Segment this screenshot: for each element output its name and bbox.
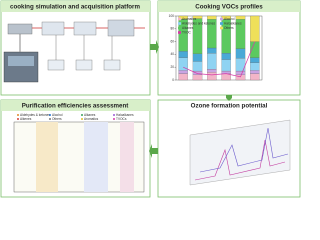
- bar-segment: [192, 15, 203, 19]
- legend-marker: [81, 114, 83, 116]
- legend-swatch: [220, 17, 223, 21]
- header-bar: [1, 1, 150, 12]
- legend-label: TVOC: [182, 30, 192, 34]
- legend-swatch: [220, 26, 223, 30]
- legend-swatch: [178, 26, 181, 30]
- bar-segment: [250, 70, 260, 74]
- bar-segment: [250, 57, 260, 63]
- legend-marker: [113, 114, 115, 116]
- bar-segment: [250, 62, 260, 71]
- flow-arrow: [149, 144, 158, 158]
- legend-label: Aromatics: [182, 17, 197, 21]
- platform-illustration: [3, 19, 145, 83]
- scatter-illustration: [13, 121, 145, 193]
- legend-label: Others: [52, 117, 62, 121]
- legend-swatch: [220, 22, 223, 25]
- bar-segment: [250, 15, 260, 42]
- legend-label: Alcohol: [224, 17, 235, 21]
- header-bar: [1, 100, 150, 111]
- bar-segment: [207, 72, 217, 81]
- bar-segment: [235, 74, 246, 81]
- tvoc-line: [183, 41, 256, 78]
- legend-label: Haloalkanes: [116, 113, 134, 117]
- legend-label: Aromatics: [84, 117, 99, 121]
- bar-segment: [235, 70, 246, 75]
- header-bar: [158, 1, 300, 12]
- y-tick-label: 100: [169, 14, 175, 18]
- legend-marker: [17, 114, 19, 116]
- y-tick-label: 0: [172, 78, 174, 82]
- legend-marker: [17, 118, 19, 120]
- legend-label: Alkanes: [182, 26, 194, 30]
- ozone-illustration: [189, 119, 291, 186]
- y-tick-label: 60: [170, 39, 174, 43]
- bar-segment: [178, 51, 188, 58]
- bar-segment: [192, 61, 203, 72]
- plot-frame: [175, 15, 263, 81]
- legend-label: TVOCs: [116, 117, 127, 121]
- bar-segment: [207, 69, 217, 73]
- bar-segment: [207, 47, 217, 54]
- legend-label: Haloalkanes: [224, 21, 242, 25]
- bar-segment: [235, 48, 246, 59]
- panel-title: Cooking VOCs profiles: [195, 4, 263, 11]
- y-tick-label: 40: [170, 52, 174, 56]
- bar-segment: [221, 15, 231, 20]
- legend-label: Alkenes: [20, 117, 32, 121]
- legend-marker: [81, 118, 83, 120]
- legend-label: Alcohol: [52, 113, 63, 117]
- legend-label: Aldehydes and ketones: [182, 21, 216, 25]
- legend-marker: [49, 118, 51, 120]
- legend-swatch: [178, 31, 181, 34]
- panel-title: cooking simulation and acquisition platf…: [10, 4, 140, 11]
- y-tick-label: 80: [170, 27, 174, 31]
- bar-segment: [235, 15, 246, 20]
- bar-segment: [207, 53, 217, 70]
- bar-segment: [192, 53, 203, 62]
- bar-segment: [192, 74, 203, 81]
- legend-label: Others: [224, 26, 234, 30]
- panel-title: Ozone formation potential: [191, 103, 268, 110]
- legend-swatch: [178, 22, 181, 25]
- bar-segment: [178, 70, 188, 74]
- panel-title: Purification efficiencies assessment: [22, 103, 129, 110]
- legend-marker: [113, 118, 115, 120]
- graphical-abstract: cooking simulation and acquisition platf…: [0, 0, 301, 198]
- bar-segment: [250, 73, 260, 81]
- legend-label: Alkanes: [84, 113, 96, 117]
- bar-segment: [221, 53, 231, 60]
- legend-marker: [49, 114, 51, 116]
- bar-segment: [178, 73, 188, 81]
- flow-arrow: [150, 40, 159, 54]
- bar-segment: [207, 15, 217, 20]
- flow-arrow: [226, 95, 232, 101]
- bar-segment: [221, 59, 231, 72]
- y-tick-label: 20: [170, 65, 174, 69]
- bar-segment: [221, 70, 231, 74]
- legend-label: Aldehydes & ketones: [20, 113, 50, 117]
- legend-swatch: [178, 17, 181, 21]
- bar-segment: [178, 15, 188, 20]
- bar-segment: [192, 70, 203, 75]
